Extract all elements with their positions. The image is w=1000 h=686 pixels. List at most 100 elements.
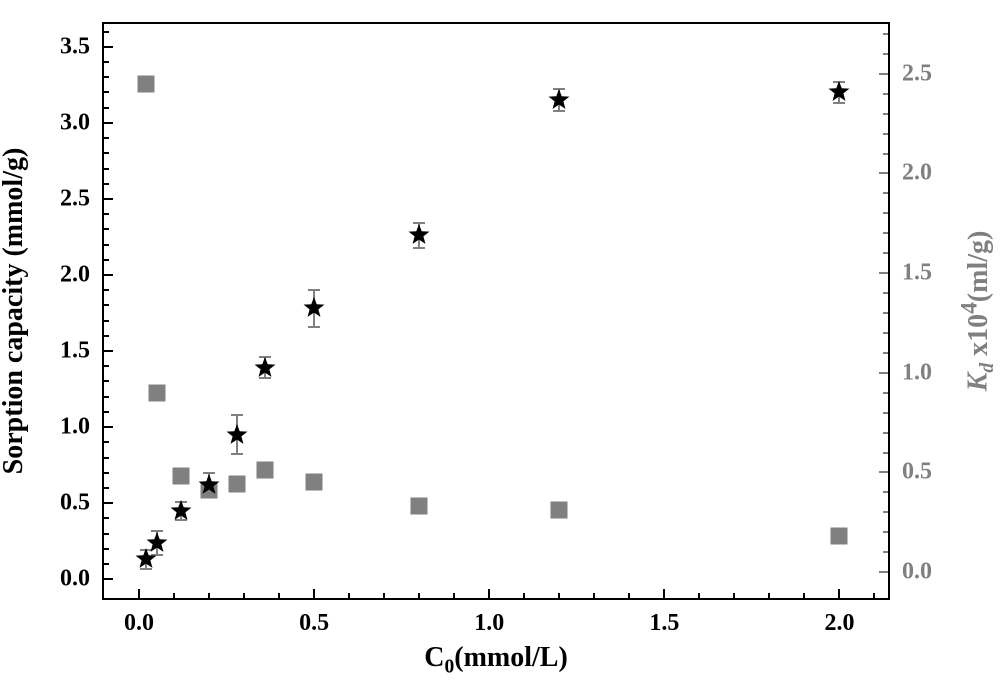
- y1-tick-label: 1.0: [60, 414, 90, 441]
- y2-minor-tick: [883, 352, 888, 354]
- y1-tick-label: 0.5: [60, 490, 90, 517]
- y1-minor-tick: [104, 168, 109, 170]
- y1-minor-tick: [104, 213, 109, 215]
- y2-tick: [879, 471, 888, 473]
- y2-minor-tick: [883, 113, 888, 115]
- y2-tick: [879, 571, 888, 573]
- y2-tick-label: 0.5: [902, 459, 932, 486]
- y1-minor-tick: [104, 380, 109, 382]
- y2-minor-tick: [883, 332, 888, 334]
- y2-tick: [879, 73, 888, 75]
- sorption-star-marker: [170, 500, 192, 522]
- y2-tick: [879, 172, 888, 174]
- y2-minor-tick: [883, 53, 888, 55]
- error-cap: [413, 247, 425, 249]
- x-minor-tick: [803, 593, 805, 598]
- x-minor-tick: [698, 593, 700, 598]
- y1-minor-tick: [104, 259, 109, 261]
- y2-tick-label: 0.0: [902, 559, 932, 586]
- kd-square-marker: [831, 528, 848, 545]
- y2-minor-tick: [883, 192, 888, 194]
- x-tick: [488, 589, 490, 598]
- y1-minor-tick: [104, 563, 109, 565]
- y1-minor-tick: [104, 304, 109, 306]
- y2-tick-label: 2.5: [902, 60, 932, 87]
- y2-tick: [879, 372, 888, 374]
- y1-tick-label: 3.5: [60, 33, 90, 60]
- x-minor-tick: [418, 593, 420, 598]
- y1-minor-tick: [104, 411, 109, 413]
- y1-minor-tick: [104, 396, 109, 398]
- kd-square-marker: [138, 75, 155, 92]
- y2-minor-tick: [883, 93, 888, 95]
- y1-minor-tick: [104, 152, 109, 154]
- y1-minor-tick: [104, 61, 109, 63]
- sorption-star-marker: [226, 424, 248, 446]
- x-minor-tick: [173, 593, 175, 598]
- y2-minor-tick: [883, 312, 888, 314]
- kd-square-marker: [306, 474, 323, 491]
- sorption-star-marker: [828, 81, 850, 103]
- y2-tick-label: 2.0: [902, 160, 932, 187]
- y1-tick-label: 1.5: [60, 338, 90, 365]
- kd-square-marker: [173, 468, 190, 485]
- x-minor-tick: [208, 593, 210, 598]
- y1-minor-tick: [104, 244, 109, 246]
- kd-square-marker: [257, 462, 274, 479]
- y1-minor-tick: [104, 472, 109, 474]
- y2-minor-tick: [883, 33, 888, 35]
- x-tick: [663, 589, 665, 598]
- y1-tick-label: 2.0: [60, 261, 90, 288]
- y1-minor-tick: [104, 457, 109, 459]
- y1-minor-tick: [104, 320, 109, 322]
- y2-minor-tick: [883, 212, 888, 214]
- y2-minor-tick: [883, 491, 888, 493]
- y1-minor-tick: [104, 441, 109, 443]
- x-tick: [313, 589, 315, 598]
- error-cap: [231, 453, 243, 455]
- error-cap: [231, 414, 243, 416]
- y1-minor-tick: [104, 487, 109, 489]
- y2-minor-tick: [883, 531, 888, 533]
- x-minor-tick: [348, 593, 350, 598]
- y1-tick-label: 0.0: [60, 566, 90, 593]
- sorption-star-marker: [198, 474, 220, 496]
- y2-minor-tick: [883, 551, 888, 553]
- y1-minor-tick: [104, 76, 109, 78]
- y1-tick-label: 3.0: [60, 109, 90, 136]
- y1-minor-tick: [104, 137, 109, 139]
- x-minor-tick: [453, 593, 455, 598]
- y2-tick-label: 1.0: [902, 359, 932, 386]
- y1-minor-tick: [104, 335, 109, 337]
- x-minor-tick: [523, 593, 525, 598]
- y1-tick: [104, 502, 113, 504]
- x-tick: [838, 589, 840, 598]
- y2-minor-tick: [883, 432, 888, 434]
- kd-square-marker: [148, 384, 165, 401]
- y1-minor-tick: [104, 228, 109, 230]
- sorption-star-marker: [408, 224, 430, 246]
- y1-minor-tick: [104, 548, 109, 550]
- y1-tick: [104, 46, 113, 48]
- sorption-star-marker: [254, 357, 276, 379]
- y1-minor-tick: [104, 183, 109, 185]
- error-cap: [308, 326, 320, 328]
- x-tick: [138, 589, 140, 598]
- y2-minor-tick: [883, 452, 888, 454]
- x-tick-label: 0.5: [299, 610, 329, 637]
- x-minor-tick: [733, 593, 735, 598]
- y1-minor-tick: [104, 533, 109, 535]
- y2-minor-tick: [883, 153, 888, 155]
- sorption-star-marker: [303, 297, 325, 319]
- y1-minor-tick: [104, 289, 109, 291]
- kd-square-marker: [411, 498, 428, 515]
- x-minor-tick: [558, 593, 560, 598]
- sorption-star-marker: [146, 532, 168, 554]
- y2-minor-tick: [883, 232, 888, 234]
- x-tick-label: 1.0: [474, 610, 504, 637]
- x-minor-tick: [873, 593, 875, 598]
- y1-tick: [104, 350, 113, 352]
- x-minor-tick: [628, 593, 630, 598]
- y2-minor-tick: [883, 412, 888, 414]
- y1-minor-tick: [104, 31, 109, 33]
